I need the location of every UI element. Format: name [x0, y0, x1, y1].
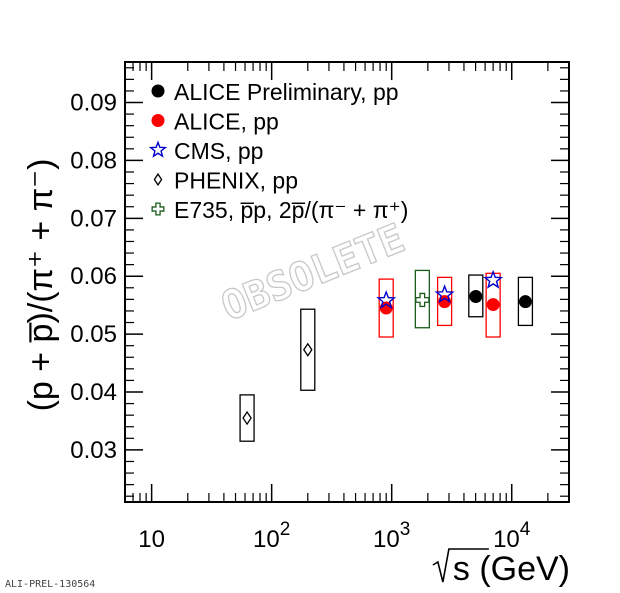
marker-open-diamond [303, 342, 313, 357]
y-tick-label: 0.08 [70, 147, 117, 174]
y-tick-label: 0.03 [70, 437, 117, 464]
marker-open-diamond [153, 172, 163, 187]
y-tick-label: 0.04 [70, 379, 117, 406]
sqrt-symbol [432, 548, 489, 583]
sys-error-box [436, 276, 453, 327]
marker-filled-circle [469, 289, 483, 303]
marker-open-star [434, 284, 455, 304]
legend-entry-label: E735, p̅p, 2p̅/(π⁻ + π⁺) [174, 197, 408, 223]
x-tick-exponent: 4 [520, 519, 531, 540]
y-tick-label: 0.05 [70, 321, 117, 348]
sys-error-box [414, 269, 430, 329]
x-axis-title: s (GeV) [432, 548, 570, 588]
y-tick-label: 0.07 [70, 205, 117, 232]
x-tick-exponent: 3 [400, 519, 411, 540]
sys-error-box [300, 308, 316, 391]
marker-open-star [483, 269, 504, 289]
marker-filled-circle [151, 84, 165, 98]
marker-filled-circle [486, 298, 500, 312]
marker-open-star [148, 140, 168, 158]
legend-entry-label: CMS, pp [174, 138, 263, 164]
x-tick-exponent: 2 [280, 519, 291, 540]
sys-error-box [468, 274, 484, 318]
marker-filled-circle [379, 301, 393, 315]
marker-filled-circle [438, 295, 452, 309]
legend: ALICE Preliminary, pp ALICE, pp CMS, pp PHE… [148, 79, 408, 223]
data-markers [242, 269, 532, 426]
x-tick-label: 103 [373, 519, 410, 553]
marker-open-star [376, 290, 397, 309]
y-axis-label: (p + p̅)/(π⁺ + π⁻) [22, 159, 60, 412]
x-axis-label: s (GeV) [453, 550, 570, 588]
marker-open-cross [415, 292, 430, 308]
marker-filled-circle [151, 114, 165, 127]
x-tick-label: 10 [138, 526, 165, 553]
y-tick-label: 0.06 [70, 263, 117, 290]
plot-frame [124, 61, 570, 503]
sys-error-box [378, 278, 394, 338]
axis-ticks [125, 62, 569, 502]
marker-open-cross [151, 202, 165, 216]
x-tick-label: 104 [493, 519, 531, 553]
credit-label: ALI-PREL-130564 [5, 579, 95, 590]
watermark-text: OBSOLETE [215, 216, 411, 331]
sys-error-box [517, 276, 534, 327]
marker-open-diamond [242, 410, 252, 426]
marker-filled-circle [518, 295, 532, 309]
x-tick-label: 102 [253, 519, 290, 553]
legend-entry-label: ALICE Preliminary, pp [174, 79, 399, 105]
y-tick-label: 0.09 [70, 90, 117, 117]
sys-error-box [239, 394, 255, 442]
legend-entry-label: PHENIX, pp [174, 168, 298, 194]
legend-entry-label: ALICE, pp [174, 109, 279, 135]
